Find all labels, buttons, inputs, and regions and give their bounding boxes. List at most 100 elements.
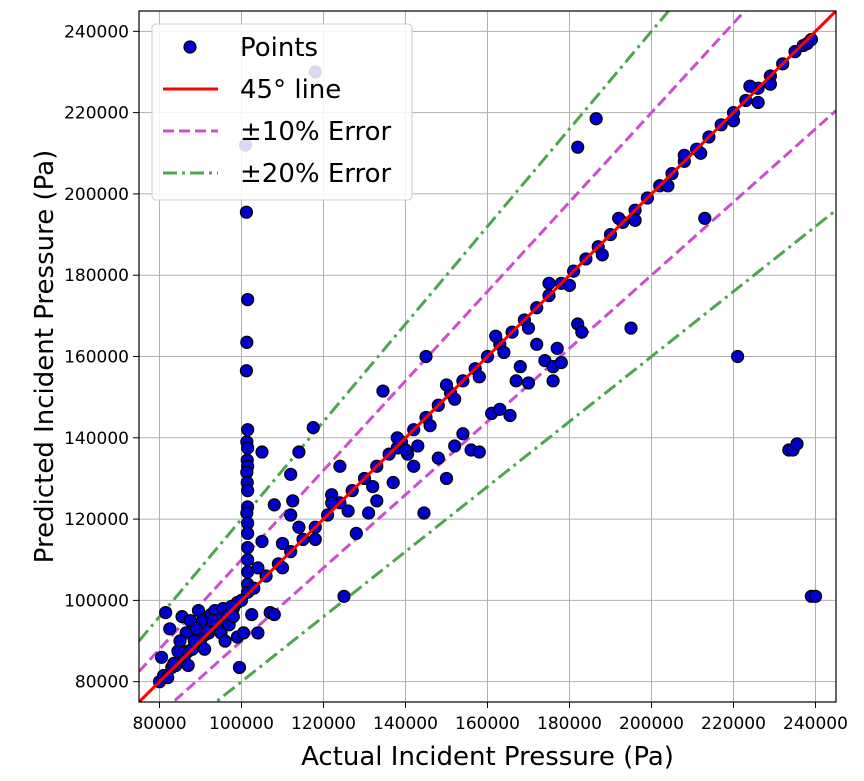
x-tick-label: 100000 [209,714,274,734]
data-point [198,642,212,656]
data-point [241,292,255,307]
legend-entry-label: 45° line [240,75,341,105]
legend-box [151,23,413,201]
data-point [236,626,251,640]
data-point [284,508,298,522]
data-point [376,384,390,398]
data-point [226,610,240,624]
data-point [267,608,281,622]
data-point [595,248,609,262]
data-point [808,589,823,603]
data-point [589,112,603,126]
data-point [267,498,281,512]
data-point [232,660,247,675]
line-45-degree [139,11,836,702]
legend: Points 45° line ±10% Error ±20% Error [151,23,413,201]
data-point [284,467,298,481]
data-point [241,540,255,555]
data-point [448,439,462,453]
data-point [439,471,454,486]
x-tick-label: 120000 [291,714,356,734]
error-20-line [213,208,836,702]
data-point [571,140,585,154]
y-tick-label: 160000 [64,348,129,368]
data-point [448,392,462,406]
data-point [390,431,404,445]
data-point [286,494,300,508]
x-tick-label: 200000 [619,714,684,734]
y-tick-label: 120000 [64,510,129,530]
data-point [530,337,544,351]
data-point [241,484,255,498]
y-tick-label: 140000 [64,429,129,449]
x-tick-label: 80000 [132,714,186,734]
data-point [241,423,255,437]
data-point [255,445,269,459]
data-point [790,437,804,451]
data-point [386,475,400,490]
data-point [366,479,380,494]
data-point [308,532,322,547]
data-point [407,459,421,473]
data-point [275,561,290,575]
data-point [431,451,445,465]
data-point [763,77,778,91]
y-tick-label: 240000 [64,22,129,42]
data-point [521,321,536,335]
data-point [575,325,589,339]
data-point [241,441,255,455]
data-point [472,370,486,384]
data-point [398,443,413,457]
data-point [251,561,265,575]
data-point [503,408,517,423]
legend-entry-label: ±20% Error [240,159,392,189]
data-point [554,355,568,370]
y-axis-label: Predicted Incident Pressure (Pa) [30,150,60,563]
data-point [275,536,290,551]
data-point [255,534,269,549]
x-tick-label: 140000 [373,714,438,734]
data-point [370,494,384,508]
data-point [251,626,265,640]
data-point [181,658,195,673]
data-point [325,496,339,510]
data-point [159,605,173,620]
plot-area [139,11,836,702]
error-10-line [170,109,836,702]
data-point [154,650,169,664]
data-point [292,445,306,459]
data-point [661,179,675,193]
data-point [341,504,355,518]
data-point [726,114,741,128]
data-point [497,345,511,360]
y-tick-label: 220000 [64,104,129,124]
data-point [189,622,203,636]
error-20-line [139,11,671,642]
x-tick-label: 160000 [455,714,520,734]
data-point [218,634,232,648]
data-point [751,95,765,110]
data-point [411,439,425,453]
data-point [489,329,503,343]
data-point [173,634,187,648]
data-point [624,321,638,335]
data-point [562,278,577,292]
data-point [612,211,626,225]
data-point [472,445,486,459]
data-point [439,378,454,392]
data-point [163,622,177,636]
data-point [239,364,254,378]
error-10-line [139,11,747,673]
x-axis-ticks: 80000 100000 120000 140000 160000 180000 20000… [132,702,848,734]
data-point [550,341,564,355]
data-point [730,349,745,364]
data-point [206,614,220,628]
data-point [241,526,255,540]
y-tick-label: 100000 [64,591,129,611]
data-point [493,402,507,416]
x-tick-label: 240000 [783,714,848,734]
data-point [542,276,556,290]
data-point [513,360,527,374]
data-point [456,427,470,441]
